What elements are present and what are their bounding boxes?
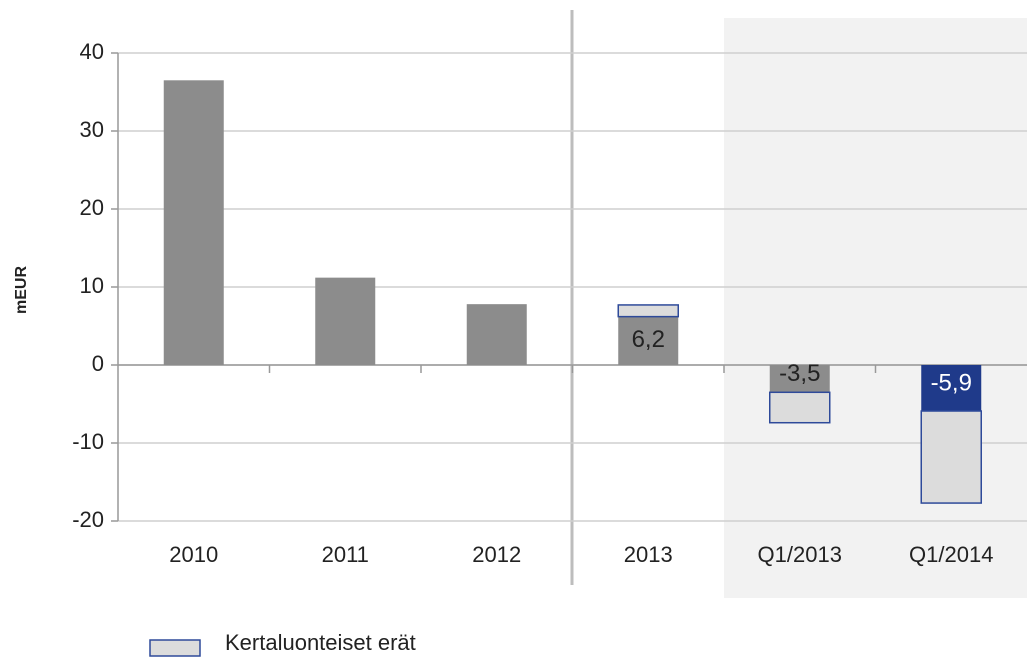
x-tick-label: 2012 xyxy=(472,542,521,567)
y-axis-label: mEUR xyxy=(13,266,30,314)
x-tick-label: 2013 xyxy=(624,542,673,567)
bar-segment xyxy=(618,316,679,365)
legend-label: Kertaluonteiset erät xyxy=(225,630,416,655)
y-tick-label: 40 xyxy=(80,39,104,64)
bar-segment xyxy=(920,410,982,504)
bar-segment xyxy=(617,304,679,318)
y-tick-label: 0 xyxy=(92,351,104,376)
x-tick-label: Q1/2014 xyxy=(909,542,993,567)
bar-segment xyxy=(921,365,982,412)
y-tick-label: 10 xyxy=(80,273,104,298)
highlight-area xyxy=(724,18,1027,598)
bar-segment xyxy=(466,304,527,365)
y-tick-label: 20 xyxy=(80,195,104,220)
x-tick-label: 2010 xyxy=(169,542,218,567)
value-label: 6,2 xyxy=(632,326,665,353)
y-tick-label: -20 xyxy=(72,507,104,532)
x-tick-label: Q1/2013 xyxy=(758,542,842,567)
y-tick-label: -10 xyxy=(72,429,104,454)
bar-segment xyxy=(769,391,831,424)
legend-swatch xyxy=(149,639,201,657)
y-tick-label: 30 xyxy=(80,117,104,142)
bar-segment xyxy=(315,277,376,365)
x-tick-label: 2011 xyxy=(322,542,369,567)
value-label: -5,9 xyxy=(931,369,972,396)
value-label: -3,5 xyxy=(779,360,820,387)
bar-segment xyxy=(769,365,830,393)
bar-segment xyxy=(163,80,224,366)
